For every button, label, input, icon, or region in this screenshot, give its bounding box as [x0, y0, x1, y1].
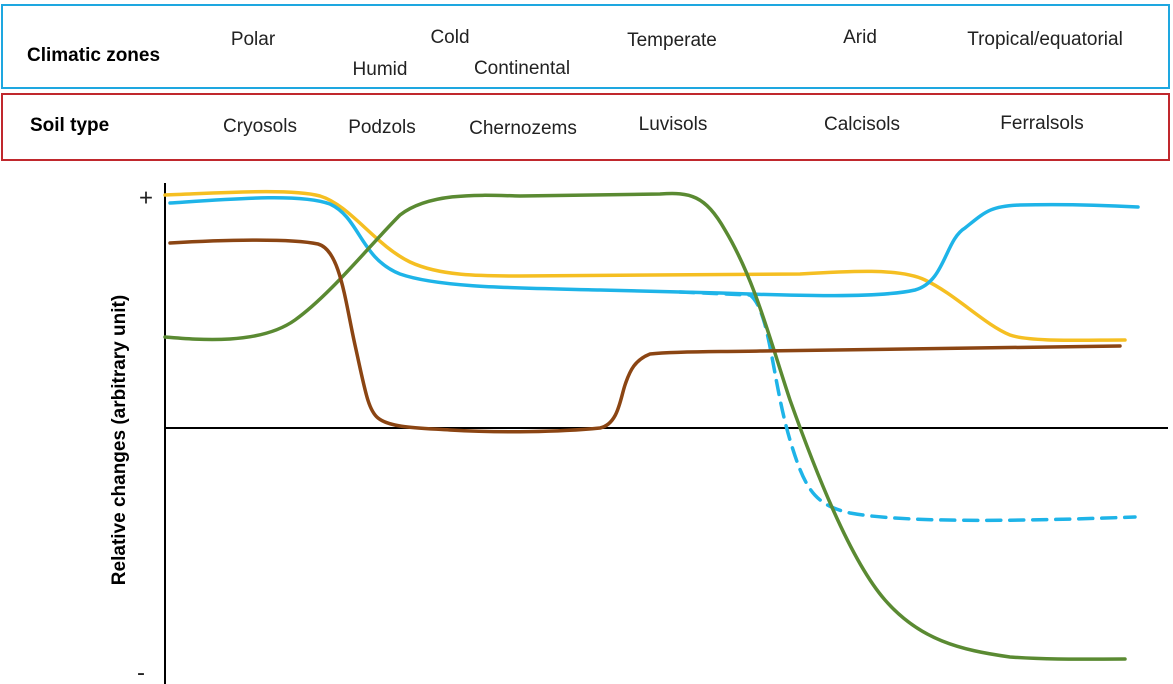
blue-dashed-curve [678, 290, 1137, 523]
plus-sign: + [139, 184, 153, 211]
zone: Humid [353, 59, 408, 80]
yellow-curve [163, 189, 1127, 343]
green-curve [163, 191, 1127, 661]
soil: Cryosols [223, 116, 297, 137]
minus-sign: - [137, 659, 145, 684]
climate-box [1, 4, 1170, 89]
zone: Polar [231, 29, 276, 50]
brown-curve [168, 238, 1122, 434]
zone: Arid [843, 27, 877, 48]
zone: Cold [430, 27, 469, 48]
soil: Luvisols [639, 114, 708, 135]
zone: Temperate [627, 30, 717, 51]
soil-label: Soil type [30, 115, 109, 136]
zone: Tropical/equatorial [967, 29, 1123, 50]
climate-label: Climatic zones [27, 45, 160, 66]
blue-curve [168, 196, 1140, 298]
soil-box [1, 93, 1170, 161]
soil: Podzols [348, 117, 416, 138]
soil: Chernozems [469, 118, 577, 139]
soil: Ferralsols [1000, 113, 1083, 134]
zone: Continental [474, 58, 570, 79]
soil: Calcisols [824, 114, 900, 135]
y-axis-label: Relative changes (arbitrary unit) [109, 295, 130, 585]
